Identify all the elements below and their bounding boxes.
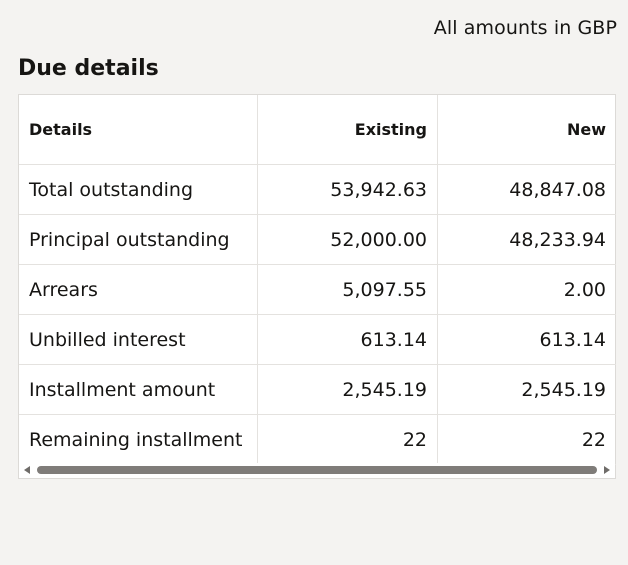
new-value: 22 <box>437 414 616 465</box>
table-row: Unbilled interest 613.14 613.14 <box>19 314 616 365</box>
existing-value: 2,545.19 <box>257 364 438 415</box>
column-header-existing[interactable]: Existing <box>257 95 438 165</box>
existing-value: 5,097.55 <box>257 264 438 315</box>
due-details-table: Details Existing New Total outstanding 5… <box>19 95 616 465</box>
row-label: Unbilled interest <box>19 314 258 365</box>
table-row: Total outstanding 53,942.63 48,847.08 <box>19 164 616 215</box>
new-value: 48,233.94 <box>437 214 616 265</box>
row-label: Remaining installment <box>19 414 258 465</box>
existing-value: 22 <box>257 414 438 465</box>
row-label: Total outstanding <box>19 164 258 215</box>
new-value: 2.00 <box>437 264 616 315</box>
scroll-right-arrow-icon[interactable] <box>604 466 610 474</box>
column-header-new[interactable]: New <box>437 95 616 165</box>
scroll-left-arrow-icon[interactable] <box>24 466 30 474</box>
existing-value: 52,000.00 <box>257 214 438 265</box>
due-details-table-container: Details Existing New Total outstanding 5… <box>18 94 616 479</box>
row-label: Arrears <box>19 264 258 315</box>
table-row: Arrears 5,097.55 2.00 <box>19 264 616 315</box>
existing-value: 613.14 <box>257 314 438 365</box>
section-title: Due details <box>18 56 159 81</box>
table-header-row: Details Existing New <box>19 95 616 165</box>
column-header-details[interactable]: Details <box>19 95 258 165</box>
currency-note: All amounts in GBP <box>433 17 617 39</box>
scrollbar-thumb[interactable] <box>37 466 597 474</box>
new-value: 48,847.08 <box>437 164 616 215</box>
horizontal-scrollbar[interactable] <box>19 463 615 477</box>
row-label: Installment amount <box>19 364 258 415</box>
row-label: Principal outstanding <box>19 214 258 265</box>
table-row: Installment amount 2,545.19 2,545.19 <box>19 364 616 415</box>
new-value: 613.14 <box>437 314 616 365</box>
table-row: Principal outstanding 52,000.00 48,233.9… <box>19 214 616 265</box>
table-row: Remaining installment 22 22 <box>19 414 616 465</box>
new-value: 2,545.19 <box>437 364 616 415</box>
existing-value: 53,942.63 <box>257 164 438 215</box>
